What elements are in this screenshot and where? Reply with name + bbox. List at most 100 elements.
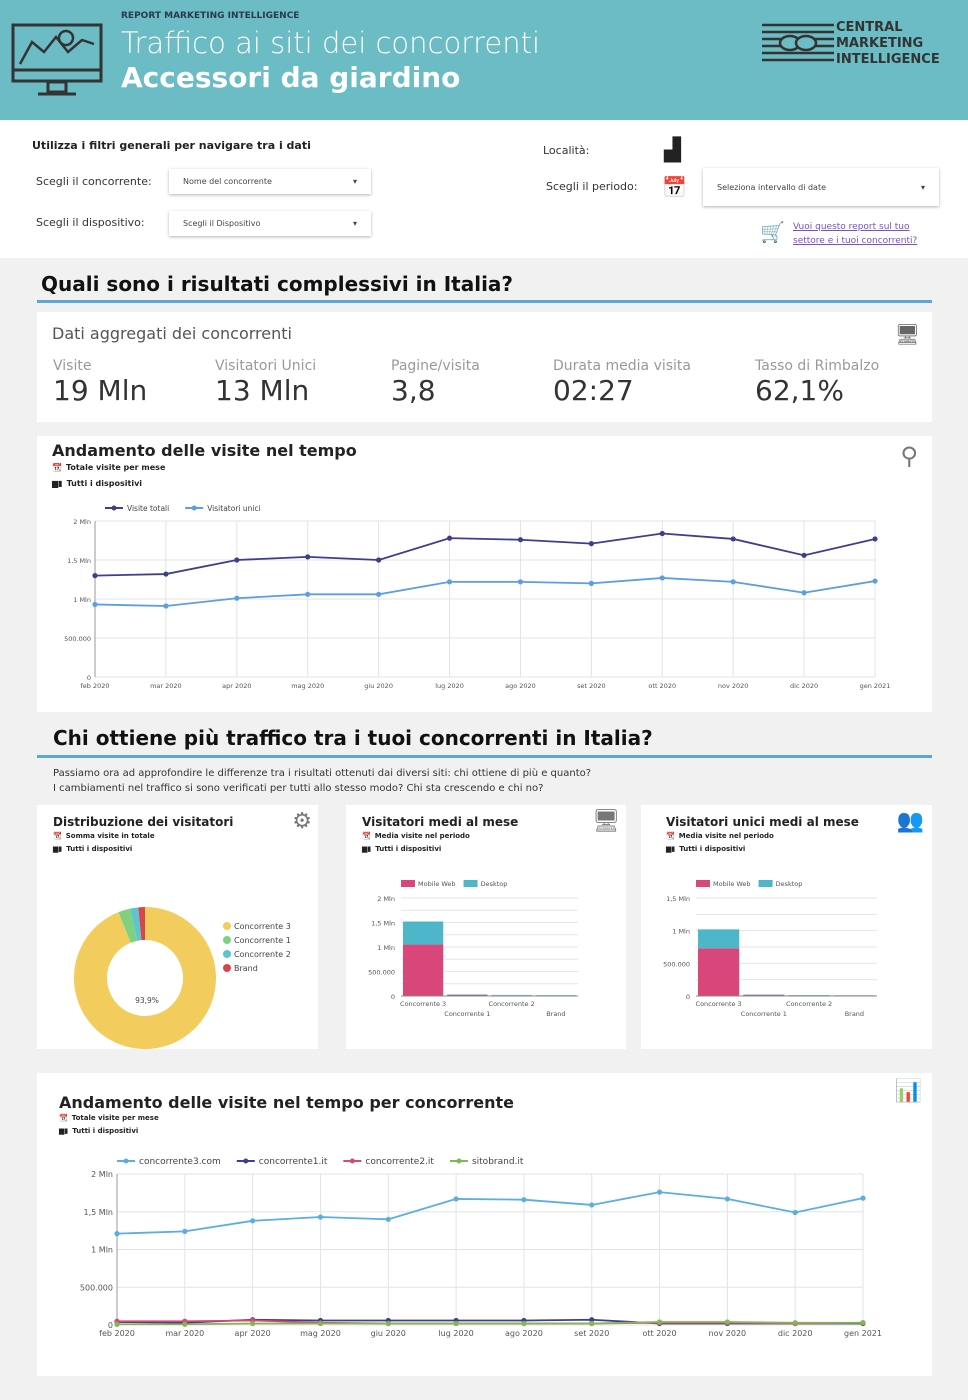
data-point [801,552,807,558]
series-line [94,577,876,607]
data-point [163,571,169,577]
y-tick-label: 500.000 [80,1283,113,1292]
unique-visitors-card: Visitatori unici medi al mese 📆 Media vis… [641,805,932,1049]
competitor-dropdown[interactable]: Nome del concorrente ▾ [169,169,371,194]
series-line [117,1321,863,1326]
data-point [872,536,878,542]
unique-visitors-devices: ▆▮ Tutti i dispositivi [666,845,745,853]
x-tick-label: gen 2021 [844,1329,882,1338]
x-tick-label: Concorrente 3 [696,1000,742,1008]
shopping-cart-icon: 🛒 [760,220,785,244]
dropdown-arrow-icon: ▾ [352,177,357,186]
x-tick-label: ago 2020 [505,1329,543,1338]
data-point [589,1317,595,1323]
period-date-range-picker[interactable]: Seleziona intervallo di date ▾ [703,168,939,206]
legend-marker [223,950,231,958]
x-tick-label: ago 2020 [505,682,536,690]
data-point [521,1320,527,1327]
y-tick-label: 1 Mln [377,944,395,952]
data-point [234,595,240,601]
data-point [114,1231,120,1237]
y-tick-label: 1 Mln [672,928,690,936]
avg-visitors-period: 📆 Media visite nel periodo [362,832,470,840]
x-tick-label: feb 2020 [99,1329,135,1338]
data-point [305,554,311,560]
y-tick-label: 2 Mln [91,1170,113,1179]
legend-marker [223,936,231,944]
calendar-icon: 📆 [59,1114,68,1122]
legend-marker [191,505,197,511]
data-point [588,541,594,547]
legend-swatch [401,880,415,887]
legend-marker [456,1158,462,1164]
data-point [730,536,736,542]
calendar-clock-icon: 📅 [662,175,687,199]
devices-note: Tutti i dispositivi [66,479,143,488]
kpi-label: Tasso di Rimbalzo [755,358,880,374]
data-point [453,1196,459,1202]
competitor-trend-card: Andamento delle visite nel tempo per con… [37,1073,932,1376]
trend-card-devices: ▆▮ Tutti i dispositivi [52,479,142,488]
data-point [656,1189,663,1195]
data-point [317,1320,324,1327]
y-tick-label: 0 [87,674,91,682]
intro-line: I cambiamenti nel traffico si sono verif… [53,783,544,794]
competitor-trend-period: 📆 Totale visite per mese [59,1114,159,1122]
x-tick-label: nov 2020 [709,1329,747,1338]
report-header: REPORT MARKETING INTELLIGENCE Traffico a… [0,0,968,120]
analytics-icon: ⚲ [900,442,918,470]
legend-marker [349,1158,355,1164]
unique-visitors-bar-chart: 0 500.000 1 Mln 1,5 Mln Mobile Web Desktop Con… [663,880,877,1018]
data-point [792,1320,798,1326]
data-point [234,557,240,563]
bar-segment [403,944,444,996]
kpi-value: 62,1% [755,374,844,407]
device-dropdown[interactable]: Scegli il Dispositivo ▾ [169,211,371,236]
data-point [163,603,169,609]
donut-slice [130,907,142,941]
legend-label: Concorrente 2 [234,950,291,959]
avg-visitors-bar-chart: 0 500.000 1 Mln 1,5 Mln 2 Mln Mobile Web Deskt… [368,880,578,1018]
donut-slice [74,907,216,1049]
data-point [872,578,878,584]
avg-visitors-card-title: Visitatori medi al mese [362,815,519,829]
kpi-card-title: Dati aggregati dei concorrenti [52,324,292,343]
data-point [250,1320,256,1327]
filters-panel: Utilizza i filtri generali per navigare … [0,120,968,258]
distribution-card-title: Distribuzione dei visitatori [53,815,234,829]
x-tick-label: Brand [546,1010,565,1018]
legend-label: Concorrente 1 [234,936,291,945]
data-point [724,1196,730,1202]
kpi-card: Dati aggregati dei concorrenti 🖥 Visite 1… [37,312,932,422]
period-note: Totale visite per mese [65,463,166,472]
donut-slice [138,907,145,941]
monitor-chart-icon [11,23,103,96]
data-point [385,1216,391,1222]
calendar-icon: 📆 [52,463,62,472]
kpi-label: Durata media visita [553,358,691,374]
legend-marker [223,922,231,930]
distribution-devices: ▆▮ Tutti i dispositivi [53,845,132,853]
visits-trend-chart: 0 500.000 1 Mln 1,5 Mln 2 Mln feb 2020 mar 202… [64,504,891,690]
kpi-bounce-rate: Tasso di Rimbalzo 62,1% [755,358,879,407]
legend-label: Brand [234,964,258,973]
data-point [792,1209,798,1216]
x-tick-label: Brand [845,1010,864,1018]
kpi-value: 19 Mln [53,374,148,407]
data-point [446,579,453,585]
legend-label: Desktop [481,880,508,888]
period-note: Media visite nel periodo [678,832,774,840]
devices-note: Tutti i dispositivi [679,845,746,853]
devices-icon: ▆▮ [59,1127,69,1135]
x-tick-label: giu 2020 [371,1329,406,1338]
series-line [116,1191,864,1235]
y-tick-label: 0 [391,993,395,1001]
request-report-link[interactable]: Vuoi questo report sul tuo settore e i t… [793,222,918,246]
data-point [730,579,736,585]
x-tick-label: mar 2020 [165,1329,204,1338]
dashboard-icon: ⚙ [292,809,312,834]
legend-label: Mobile Web [713,880,751,888]
x-tick-label: gen 2021 [860,682,891,690]
data-point [517,537,524,543]
kpi-label: Pagine/visita [391,358,480,374]
